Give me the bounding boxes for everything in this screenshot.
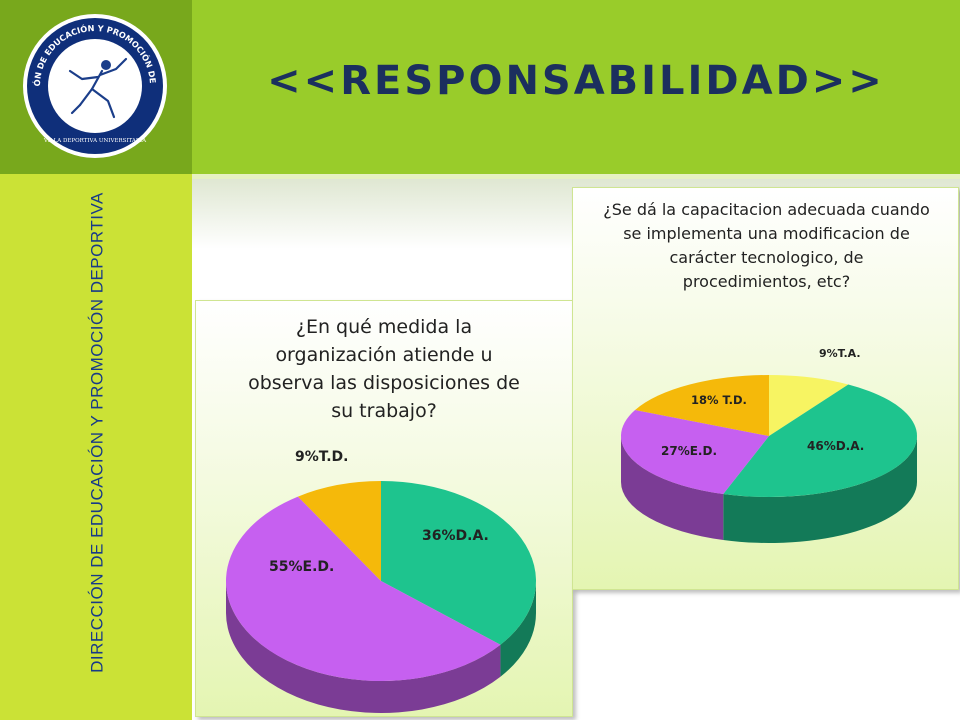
pie-slice-d-a [381,481,536,645]
pie-side-d-a [723,436,917,543]
pie-slice-e-d [225,496,501,681]
data-label-e-d: 55%E.D. [269,559,334,575]
institution-logo: DIRECCIÓN DE EDUCACIÓN Y PROMOCIÓN DEPOR… [22,13,167,158]
title-band [192,0,960,174]
logo-bottom-text: VILLA DEPORTIVA UNIVERSITARIA [43,138,147,144]
pie-slice-d-a [723,384,917,497]
data-label-t-d: 18% T.D. [691,393,747,407]
pie-slice-t-d [635,375,769,436]
pie-side-d-a [500,581,536,677]
data-label-t-a: 9%T.A. [819,347,861,360]
pie-side-e-d [226,581,501,713]
pie-side-e-d [621,436,724,541]
data-label-d-a: 46%D.A. [807,439,864,453]
chart-title: ¿En qué medida la organización atiende u… [248,316,520,422]
pie-chart-disposiciones: 36%D.A. 55%E.D. 9%T.D. [225,449,536,713]
pie-slice-t-d [297,481,381,581]
chart-card-disposiciones: ¿En qué medida la organización atiende u… [195,300,573,717]
side-strip [0,174,192,720]
chart-title: ¿Se dá la capacitacion adecuada cuando s… [603,200,930,291]
data-label-e-d: 27%E.D. [661,444,717,458]
athlete-icon [68,57,128,119]
chart-card-capacitacion: ¿Se dá la capacitacion adecuada cuando s… [572,187,959,590]
logo-inner-disc [48,39,142,133]
side-label: DIRECCIÓN DE EDUCACIÓN Y PROMOCIÓN DEPOR… [87,192,107,673]
page-title: <<RESPONSABILIDAD>> [267,58,885,104]
pie-slice-e-d [621,410,769,495]
pie-slice-t-a [769,375,849,436]
data-label-t-d: 9%T.D. [295,449,348,465]
band-divider [192,174,960,179]
data-label-d-a: 36%D.A. [422,528,489,544]
pie-chart-capacitacion: 9%T.A. 46%D.A. 27%E.D. 18% T.D. [621,347,917,543]
